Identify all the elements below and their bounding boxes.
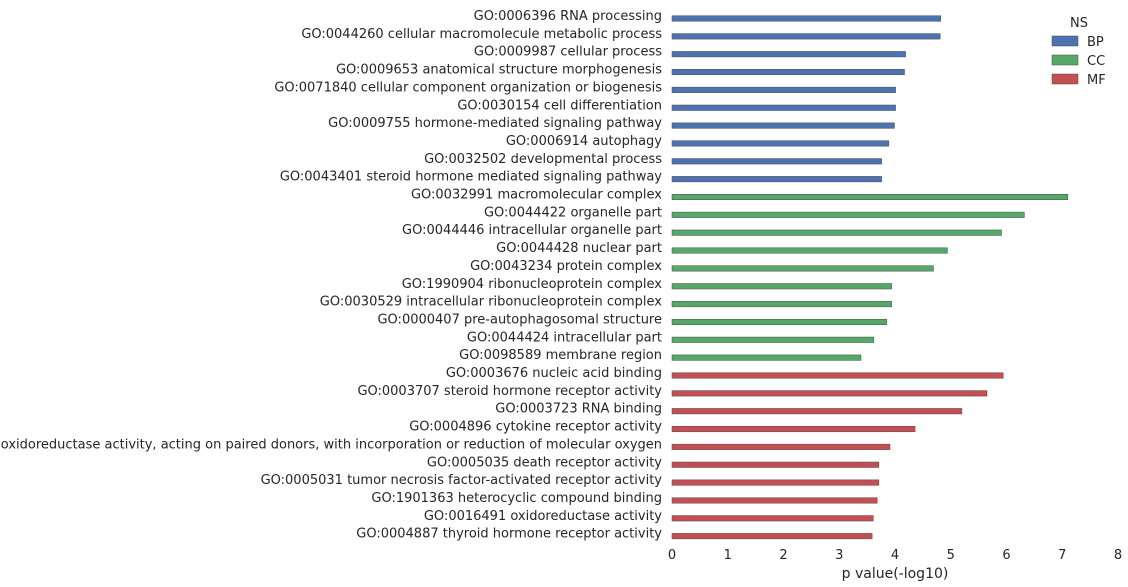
legend-label: CC [1087,54,1105,69]
category-label: GO:0009987 cellular process [474,45,662,60]
category-label: GO:0071840 cellular component organizati… [274,80,662,95]
x-tick-label: 2 [779,548,787,563]
bar [671,69,905,76]
x-tick-label: 0 [668,548,676,563]
category-label: GO:0009653 anatomical structure morphoge… [336,63,662,78]
category-label: GO:0044260 cellular macromolecule metabo… [301,27,662,42]
category-label: GO:1990904 ribonucleoprotein complex [402,277,663,292]
category-label: GO:0098589 membrane region [459,348,662,363]
bar [671,33,941,40]
bar [671,318,887,325]
x-tick-label: 7 [1058,548,1066,563]
x-tick-label: 6 [1002,548,1010,563]
category-label: GO:0044446 intracellular organelle part [402,223,662,238]
x-axis-title: p value(-log10) [842,566,949,582]
bar [671,497,878,504]
x-tick-label: 1 [724,548,732,563]
category-label: GO:0004887 thyroid hormone receptor acti… [356,527,662,542]
x-tick-labels: 0 1 2 3 4 5 6 7 8 [668,548,1122,563]
legend: NS BP CC MF [1051,16,1106,88]
bar-group [671,15,1069,540]
category-labels: GO:0006396 RNA processing GO:0044260 cell… [0,9,662,542]
bar [671,211,1025,218]
category-label: GO:0032991 macromolecular complex [411,188,662,203]
category-label: GO:0030154 cell differentiation [457,98,662,113]
x-tick-label: 4 [891,548,899,563]
bar [671,247,948,254]
bar [671,265,934,272]
bar [671,354,862,361]
category-label: GO:0016705 oxidoreductase activity, acti… [0,437,662,452]
bar [671,443,891,450]
bar [671,104,896,111]
bar [671,301,892,308]
bar [671,479,880,486]
category-label: GO:0016491 oxidoreductase activity [424,509,662,524]
bar [671,140,890,147]
bar [671,408,963,415]
category-label: GO:0009755 hormone-mediated signaling pa… [328,116,662,131]
bar [671,336,875,343]
legend-label: MF [1087,73,1106,88]
bar [671,51,906,58]
bar [671,176,882,183]
category-label: GO:0005035 death receptor activity [427,455,662,470]
category-label: GO:0003707 steroid hormone receptor acti… [357,384,662,399]
bar [671,158,882,165]
legend-swatch [1051,73,1079,85]
category-label: GO:1901363 heterocyclic compound binding [371,491,662,506]
category-label: GO:0030529 intracellular ribonucleoprote… [320,295,663,310]
x-tick-label: 5 [947,548,955,563]
bar [671,122,895,129]
bar [671,533,873,540]
bar [671,461,880,468]
x-tick-label: 8 [1114,548,1122,563]
bar [671,229,1002,236]
legend-label: BP [1087,35,1104,50]
category-label: GO:0004896 cytokine receptor activity [409,420,662,435]
bar [671,390,988,397]
bar [671,372,1004,379]
bar [671,194,1069,200]
legend-swatch [1051,35,1079,47]
legend-swatch [1051,54,1079,66]
category-label: GO:0043401 steroid hormone mediated sign… [280,170,662,185]
bar [671,15,941,22]
bar [671,515,874,522]
category-label: GO:0003676 nucleic acid binding [446,366,662,381]
legend-title: NS [1070,16,1088,31]
bar [671,86,896,93]
category-label: GO:0044428 nuclear part [496,241,662,256]
category-label: GO:0032502 developmental process [424,152,662,167]
bar [671,283,892,290]
x-tick-label: 3 [835,548,843,563]
category-label: GO:0005031 tumor necrosis factor-activat… [261,473,663,488]
category-label: GO:0006396 RNA processing [474,9,662,24]
category-label: GO:0006914 autophagy [506,134,662,149]
category-label: GO:0043234 protein complex [470,259,662,274]
category-label: GO:0000407 pre-autophagosomal structure [377,312,662,327]
category-label: GO:0044422 organelle part [484,205,662,220]
bar [671,426,916,433]
category-label: GO:0003723 RNA binding [495,402,662,417]
category-label: GO:0044424 intracellular part [467,330,662,345]
